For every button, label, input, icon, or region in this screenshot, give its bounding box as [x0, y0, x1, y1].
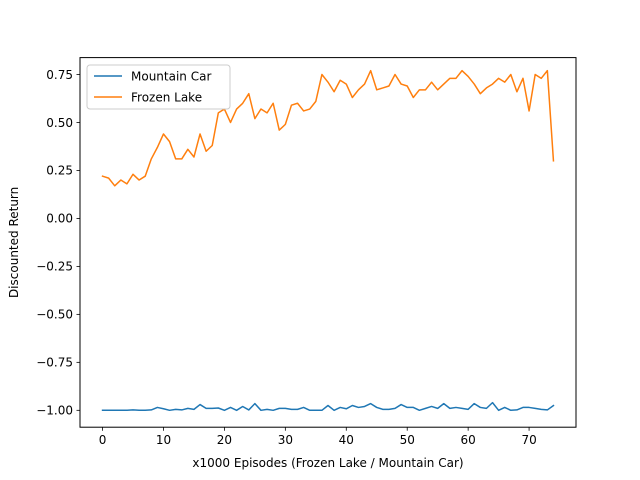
y-tick-label: 0.75: [46, 68, 73, 82]
y-tick-label: −1.00: [36, 404, 73, 418]
x-tick-label: 40: [339, 433, 354, 447]
y-tick-label: 0.00: [46, 212, 73, 226]
series-layer: [101, 69, 555, 412]
y-axis-label: Discounted Return: [7, 187, 21, 298]
plot-area: [80, 57, 576, 428]
series-line-frozen-lake: [101, 69, 555, 187]
y-tick-label: 0.25: [46, 164, 73, 178]
y-tick-label: 0.50: [46, 116, 73, 130]
plot-frame: [79, 57, 577, 428]
x-tick-label: 20: [217, 433, 232, 447]
x-tick-label: 70: [521, 433, 536, 447]
legend-label-mountain-car: Mountain Car: [131, 69, 211, 83]
y-tick-label: −0.25: [36, 260, 73, 274]
x-tick-label: 0: [99, 433, 107, 447]
x-tick-label: 50: [400, 433, 415, 447]
ticks-layer: 0 10 20 30 40 50 60 70 −1.00 −0.75 −0.50 −0.25 0.00 0…: [36, 68, 537, 447]
legend-label-frozen-lake: Frozen Lake: [131, 90, 202, 104]
legend: Mountain Car Frozen Lake: [86, 64, 231, 110]
y-tick-label: −0.50: [36, 308, 73, 322]
x-tick-label: 60: [461, 433, 476, 447]
x-tick-label: 30: [278, 433, 293, 447]
series-line-mountain-car: [101, 401, 555, 412]
x-axis-label: x1000 Episodes (Frozen Lake / Mountain C…: [192, 456, 463, 470]
y-tick-label: −0.75: [36, 356, 73, 370]
legend-box: [86, 64, 231, 110]
x-tick-label: 10: [156, 433, 171, 447]
